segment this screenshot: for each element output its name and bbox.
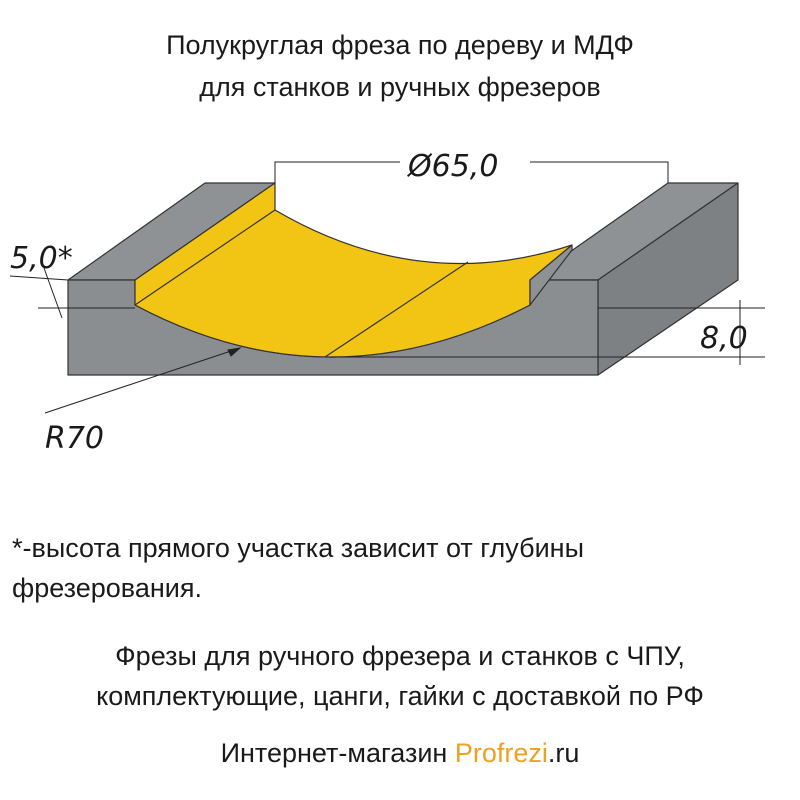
- right-wall: [529, 244, 573, 306]
- title-line: для станков и ручных фрезеров: [199, 72, 600, 102]
- edge-line: [324, 261, 469, 358]
- depth-label: 8,0: [700, 321, 748, 356]
- title-line: Полукруглая фреза по дереву и МДФ: [166, 30, 634, 60]
- footnote-line: *-высота прямого участка зависит от глуб…: [12, 533, 584, 563]
- dim-line: [43, 267, 63, 319]
- dim-line: [530, 161, 669, 183]
- shop-prefix: Интернет-магазин: [221, 738, 448, 768]
- edge-line: [134, 209, 276, 306]
- diameter-label: Ø65,0: [406, 149, 498, 184]
- brand-frezi: frezi: [497, 738, 548, 768]
- dimension-lines: [9, 161, 765, 414]
- promo-line: Фрезы для ручного фрезера и станков с ЧП…: [115, 641, 685, 671]
- shop-line: Интернет-магазин Profrezi.ru: [221, 738, 580, 768]
- height-label: 5,0*: [10, 241, 73, 276]
- footnote-line: фрезерования.: [12, 573, 202, 603]
- dim-line: [9, 275, 69, 281]
- arrow: [227, 347, 242, 357]
- shop-domain: .ru: [548, 738, 580, 768]
- promo-line: комплектующие, цанги, гайки с доставкой …: [96, 681, 704, 711]
- leader-line: [44, 347, 241, 414]
- brand-pro: Pro: [455, 738, 497, 768]
- radius-label: R70: [45, 421, 104, 456]
- dim-line: [274, 161, 400, 183]
- cutter-profile: [67, 182, 739, 376]
